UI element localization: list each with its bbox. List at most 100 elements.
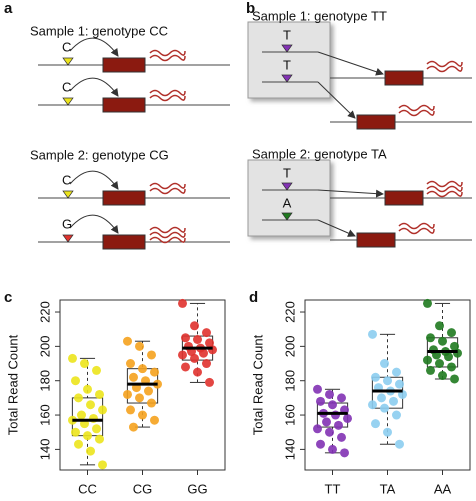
variant-marker bbox=[281, 44, 293, 53]
variant-marker bbox=[62, 57, 74, 66]
data-point bbox=[392, 367, 401, 377]
data-point bbox=[190, 321, 199, 331]
panel-label: a bbox=[4, 0, 13, 17]
y-tick-label: 180 bbox=[282, 370, 297, 392]
data-point bbox=[383, 376, 392, 386]
data-point bbox=[450, 341, 459, 351]
expression-wave bbox=[426, 180, 463, 188]
x-tick-label: TT bbox=[325, 481, 341, 496]
data-point bbox=[74, 439, 83, 449]
data-point bbox=[325, 427, 334, 437]
data-point bbox=[71, 376, 80, 386]
locus-box bbox=[247, 21, 331, 99]
data-point bbox=[129, 372, 138, 382]
allele: C bbox=[62, 79, 71, 94]
data-point bbox=[450, 374, 459, 384]
regulatory-arrow bbox=[317, 51, 384, 76]
y-tick-label: 220 bbox=[282, 301, 297, 323]
variant-marker bbox=[281, 212, 293, 221]
data-point bbox=[129, 422, 138, 432]
data-point bbox=[426, 365, 435, 375]
regulatory-arrow bbox=[317, 189, 384, 198]
data-point bbox=[138, 364, 147, 374]
data-point bbox=[95, 434, 104, 444]
y-tick-label: 160 bbox=[282, 404, 297, 426]
regulatory-arrow bbox=[317, 219, 356, 237]
y-tick-label: 140 bbox=[37, 439, 52, 461]
x-tick-label: GG bbox=[187, 481, 207, 496]
data-point bbox=[340, 448, 349, 458]
data-point bbox=[368, 329, 377, 339]
data-point bbox=[447, 362, 456, 372]
y-axis-label: Total Read Count bbox=[250, 334, 265, 435]
y-tick-label: 180 bbox=[37, 370, 52, 392]
regulatory-arrow bbox=[69, 37, 119, 57]
data-point bbox=[316, 439, 325, 449]
data-point bbox=[123, 336, 132, 346]
data-point bbox=[371, 419, 380, 429]
data-point bbox=[383, 427, 392, 437]
gene bbox=[102, 97, 146, 113]
allele: T bbox=[283, 57, 291, 72]
expression-wave bbox=[398, 227, 435, 235]
regulatory-arrow bbox=[69, 214, 119, 234]
data-point bbox=[328, 444, 337, 454]
data-point bbox=[423, 355, 432, 365]
gene bbox=[102, 190, 146, 206]
expression-wave bbox=[149, 49, 186, 57]
expression-wave bbox=[149, 94, 186, 102]
expression-wave bbox=[398, 222, 435, 230]
data-point bbox=[426, 333, 435, 343]
panel-label: b bbox=[246, 0, 255, 17]
data-point bbox=[205, 338, 214, 348]
data-point bbox=[83, 431, 92, 441]
data-point bbox=[135, 393, 144, 403]
data-point bbox=[95, 389, 104, 399]
expression-wave bbox=[398, 104, 435, 112]
data-point bbox=[395, 439, 404, 449]
expression-wave bbox=[426, 190, 463, 198]
y-tick-label: 160 bbox=[37, 404, 52, 426]
data-point bbox=[193, 367, 202, 377]
expression-wave bbox=[426, 185, 463, 193]
variant-marker bbox=[62, 190, 74, 199]
data-point bbox=[316, 396, 325, 406]
data-point bbox=[368, 400, 377, 410]
y-tick-label: 220 bbox=[37, 301, 52, 323]
data-point bbox=[205, 377, 214, 387]
y-tick-label: 200 bbox=[282, 336, 297, 358]
data-point bbox=[371, 372, 380, 382]
gene bbox=[356, 232, 396, 248]
expression-wave bbox=[149, 89, 186, 97]
data-point bbox=[377, 393, 386, 403]
data-point bbox=[313, 424, 322, 434]
expression-wave bbox=[149, 231, 186, 239]
data-point bbox=[202, 359, 211, 369]
gene bbox=[102, 234, 146, 250]
locus-box bbox=[247, 159, 331, 237]
sample-title: Sample 2: genotype TA bbox=[252, 146, 387, 161]
regulatory-arrow bbox=[69, 77, 119, 97]
allele: A bbox=[283, 195, 292, 210]
data-point bbox=[337, 393, 346, 403]
data-point bbox=[77, 410, 86, 420]
panel-label: d bbox=[249, 289, 258, 306]
data-point bbox=[438, 371, 447, 381]
gene bbox=[384, 190, 424, 206]
allele: T bbox=[283, 165, 291, 180]
data-point bbox=[328, 400, 337, 410]
gene bbox=[384, 70, 424, 86]
data-point bbox=[123, 389, 132, 399]
data-point bbox=[438, 336, 447, 346]
x-tick-label: CG bbox=[133, 481, 153, 496]
data-point bbox=[126, 359, 135, 369]
data-point bbox=[181, 362, 190, 372]
x-tick-label: AA bbox=[434, 481, 452, 496]
data-point bbox=[135, 341, 144, 351]
data-point bbox=[199, 348, 208, 358]
data-point bbox=[389, 396, 398, 406]
data-point bbox=[150, 367, 159, 377]
data-point bbox=[343, 413, 352, 423]
data-point bbox=[435, 359, 444, 369]
